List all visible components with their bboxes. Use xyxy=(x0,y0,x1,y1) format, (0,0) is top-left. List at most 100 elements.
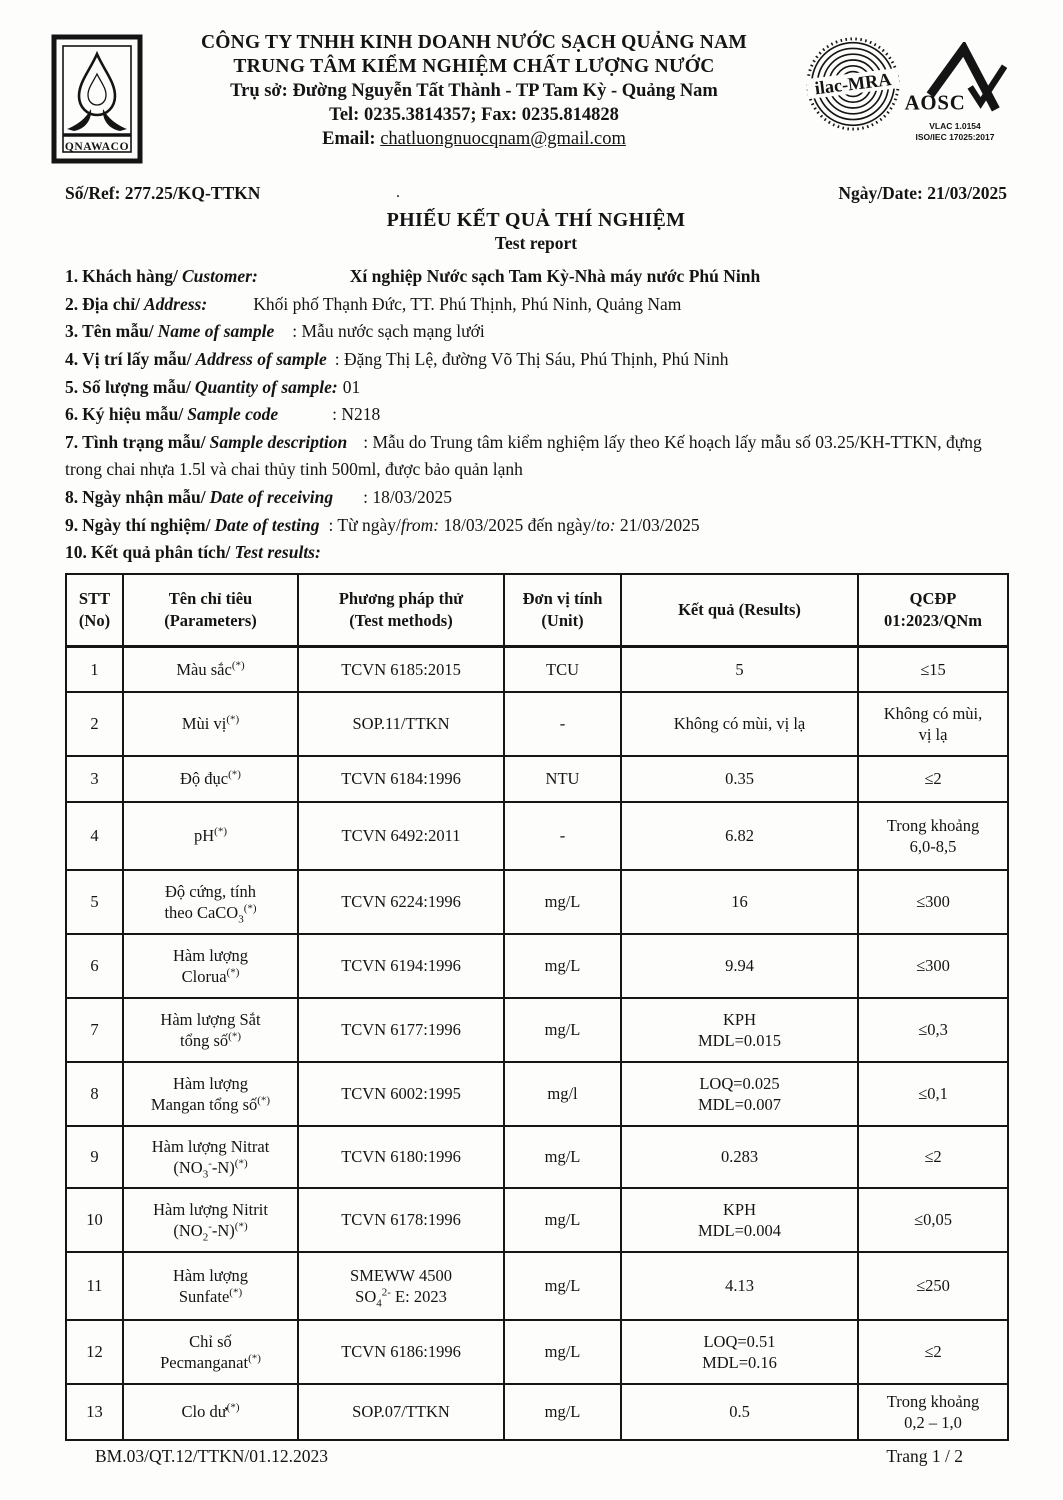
table-row: 1 Màu sắc(*) TCVN 6185:2015 TCU 5 ≤15 xyxy=(65,645,1009,694)
info-num: 9. xyxy=(65,514,79,535)
cell-result: 0.283 xyxy=(620,1125,859,1190)
page-footer: BM.03/QT.12/TTKN/01.12.2023 Trang 1 / 2 xyxy=(65,1446,1007,1467)
cell-method: TCVN 6185:2015 xyxy=(297,645,505,694)
aosc-logo-graphic: AOSC xyxy=(905,40,1008,114)
aosc-label: AOSC xyxy=(905,91,966,114)
email-address[interactable]: chatluongnuocqnam@gmail.com xyxy=(380,129,626,149)
cell-result: LOQ=0.51 MDL=0.16 xyxy=(620,1319,859,1386)
cell-parameter: pH(*) xyxy=(122,801,299,872)
cell-result: 5 xyxy=(620,645,859,694)
cell-method: TCVN 6492:2011 xyxy=(297,801,505,872)
report-title: PHIẾU KẾT QUẢ THÍ NGHIỆM xyxy=(386,209,686,231)
aosc-lambda-icon xyxy=(926,40,1000,112)
tel-fax: Tel: 0235.3814357; Fax: 0235.814828 xyxy=(329,105,619,125)
col-header-no: STT (No) xyxy=(65,573,124,648)
table-row: 10 Hàm lượng Nitrit (NO2--N)(*) TCVN 617… xyxy=(65,1187,1009,1254)
info-label-en: Quantity of sample: xyxy=(194,376,338,397)
cell-no: 8 xyxy=(65,1061,124,1128)
info-label-en: Date of testing xyxy=(214,514,320,535)
info-line-sample-description: 7. Tình trạng mẫu/Sample description: Mẫu… xyxy=(65,429,1007,484)
cell-limit: Trong khoảng 0,2 – 1,0 xyxy=(857,1383,1009,1442)
info-value: Xí nghiệp Nước sạch Tam Kỳ-Nhà máy nước … xyxy=(349,266,761,286)
cell-parameter: Hàm lượng Nitrit (NO2--N)(*) xyxy=(122,1187,299,1254)
cell-unit: mg/L xyxy=(503,1319,622,1386)
cell-result: 9.94 xyxy=(620,933,859,1000)
info-value: : Mẫu nước sạch mạng lưới xyxy=(292,321,485,342)
cell-unit: mg/L xyxy=(503,869,622,936)
cell-parameter: Hàm lượng Sắt tổng số(*) xyxy=(122,997,299,1064)
cell-limit: ≤0,3 xyxy=(857,997,1009,1064)
info-line-date-receiving: 8. Ngày nhận mẫu/Date of receiving: 18/03… xyxy=(65,484,1007,512)
table-row: 4 pH(*) TCVN 6492:2011 - 6.82 Trong khoả… xyxy=(65,801,1009,872)
cell-no: 13 xyxy=(65,1383,124,1442)
info-label-vi: Tình trạng mẫu/ xyxy=(82,431,206,452)
cell-unit: TCU xyxy=(503,645,622,694)
info-label-en: Sample code xyxy=(187,404,279,425)
letterhead-text: CÔNG TY TNHH KINH DOANH NƯỚC SẠCH QUẢNG … xyxy=(143,30,805,150)
cell-method: TCVN 6177:1996 xyxy=(297,997,505,1064)
cell-limit: ≤300 xyxy=(857,933,1009,1000)
report-date: Ngày/Date: 21/03/2025 xyxy=(838,183,1007,203)
table-header-row: STT (No) Tên chỉ tiêu (Parameters) Phươn… xyxy=(65,573,1009,648)
cell-no: 3 xyxy=(65,755,124,804)
qnawaco-logo-label: QNAWACO xyxy=(65,141,129,153)
cell-method: TCVN 6002:1995 xyxy=(297,1061,505,1128)
col-header-result: Kết quả (Results) xyxy=(620,573,859,648)
info-line-sample-address: 4. Vị trí lấy mẫu/Address of sample: Đặng… xyxy=(65,346,1007,374)
cell-no: 5 xyxy=(65,869,124,936)
cell-parameter: Hàm lượng Nitrat (NO3--N)(*) xyxy=(122,1125,299,1190)
cell-method: SOP.11/TTKN xyxy=(297,691,505,758)
info-label-vi: Vị trí lấy mẫu/ xyxy=(82,348,192,369)
cell-method: SOP.07/TTKN xyxy=(297,1383,505,1442)
info-num: 2. xyxy=(65,293,79,314)
cell-limit: ≤300 xyxy=(857,869,1009,936)
aosc-logo: AOSC VLAC 1.0154 ISO/IEC 17025:2017 xyxy=(903,40,1008,142)
cell-no: 10 xyxy=(65,1187,124,1254)
ref-number: Số/Ref: 277.25/KQ-TTKN xyxy=(65,183,261,203)
cell-unit: NTU xyxy=(503,755,622,804)
info-line-sample-code: 6. Ký hiệu mẫu/Sample code: N218 xyxy=(65,401,1007,429)
table-row: 6 Hàm lượng Clorua(*) TCVN 6194:1996 mg/… xyxy=(65,933,1009,1000)
info-label-en: Address: xyxy=(143,293,208,314)
cell-parameter: Clo dư(*) xyxy=(122,1383,299,1442)
info-value: : Đặng Thị Lệ, đường Võ Thị Sáu, Phú Thị… xyxy=(334,348,729,369)
info-num: 8. xyxy=(65,487,79,508)
cell-limit: Không có mùi, vị lạ xyxy=(857,691,1009,758)
cell-method: TCVN 6224:1996 xyxy=(297,869,505,936)
info-label-vi: Khách hàng/ xyxy=(82,266,178,286)
cell-parameter: Chỉ số Pecmanganat(*) xyxy=(122,1319,299,1386)
cell-parameter: Hàm lượng Clorua(*) xyxy=(122,933,299,1000)
info-label-en: Test results: xyxy=(234,542,321,563)
cell-parameter: Màu sắc(*) xyxy=(122,645,299,694)
accreditation-logos: ilac-MRA AOSC VLAC 1.0154 ISO/IEC 17025:… xyxy=(805,36,1008,142)
info-value: : Mẫu do Trung tâm kiểm nghiệm lấy theo … xyxy=(65,431,982,480)
info-value: 01 xyxy=(342,376,361,397)
cell-parameter: Độ đục(*) xyxy=(122,755,299,804)
hand-left-icon xyxy=(67,109,92,131)
info-label-vi: Số lượng mẫu/ xyxy=(82,376,191,397)
cell-unit: mg/L xyxy=(503,1187,622,1254)
info-line-customer: 1. Khách hàng/Customer: Xí nghiệp Nước sạc… xyxy=(65,263,1007,291)
table-row: 9 Hàm lượng Nitrat (NO3--N)(*) TCVN 6180… xyxy=(65,1125,1009,1190)
info-line-date-testing: 9. Ngày thí nghiệm/Date of testing: Từ ng… xyxy=(65,512,1007,540)
info-num: 6. xyxy=(65,404,79,425)
info-line-sample-quantity: 5. Số lượng mẫu/Quantity of sample: 01 xyxy=(65,374,1007,402)
cell-method: SMEWW 4500 SO42- E: 2023 xyxy=(297,1251,505,1322)
cell-no: 2 xyxy=(65,691,124,758)
company-name: CÔNG TY TNHH KINH DOANH NƯỚC SẠCH QUẢNG … xyxy=(201,32,747,53)
sample-info-list: 1. Khách hàng/Customer: Xí nghiệp Nước sạc… xyxy=(65,263,1007,567)
info-num: 3. xyxy=(65,321,79,342)
cell-method: TCVN 6186:1996 xyxy=(297,1319,505,1386)
table-row: 12 Chỉ số Pecmanganat(*) TCVN 6186:1996 … xyxy=(65,1319,1009,1386)
info-num: 4. xyxy=(65,348,79,369)
cell-limit: Trong khoảng 6,0-8,5 xyxy=(857,801,1009,872)
cell-unit: mg/l xyxy=(503,1061,622,1128)
cell-limit: ≤0,05 xyxy=(857,1187,1009,1254)
qnawaco-logo: QNAWACO xyxy=(51,34,143,169)
cell-no: 12 xyxy=(65,1319,124,1386)
cell-parameter: Hàm lượng Sunfate(*) xyxy=(122,1251,299,1322)
table-row: 8 Hàm lượng Mangan tổng số(*) TCVN 6002:… xyxy=(65,1061,1009,1128)
cell-unit: - xyxy=(503,691,622,758)
cell-no: 1 xyxy=(65,645,124,694)
cell-result: 16 xyxy=(620,869,859,936)
